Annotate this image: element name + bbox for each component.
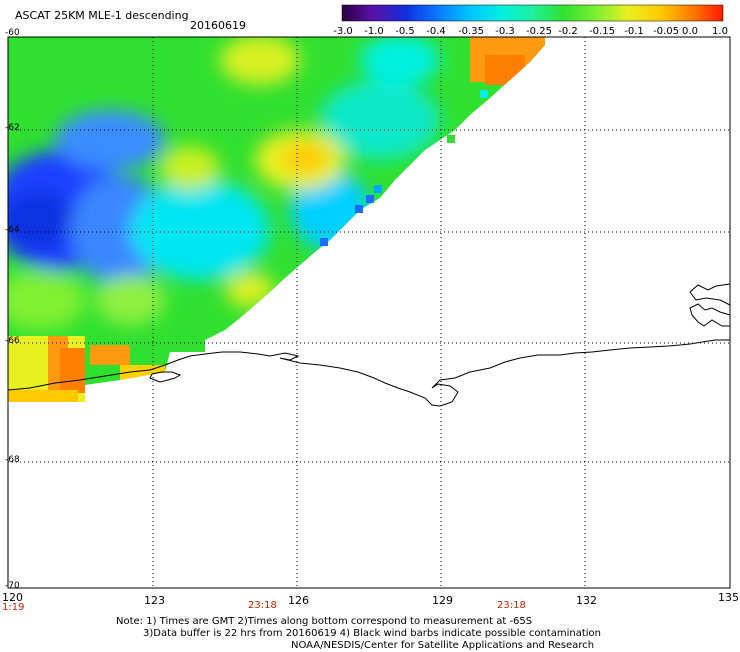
map-frame	[7, 36, 731, 589]
colorbar-label: -0.15	[589, 26, 615, 37]
swath-field	[8, 37, 545, 402]
colorbar	[341, 4, 724, 22]
colorbar-label: 1.0	[712, 26, 728, 37]
colorbar-label: -0.4	[426, 26, 446, 37]
footnote-line-1: Note: 1) Times are GMT 2)Times along bot…	[116, 616, 533, 627]
lat-label: -70	[5, 581, 20, 591]
lat-label: -66	[5, 336, 20, 346]
footnote-line-2: 3)Data buffer is 22 hrs from 20160619 4)…	[143, 628, 601, 639]
lon-label: 126	[288, 594, 309, 607]
lat-label: -60	[5, 28, 20, 38]
pass-time: 1:19	[2, 602, 25, 613]
colorbar-label: -0.35	[458, 26, 484, 37]
pass-time: 23:18	[248, 600, 277, 611]
lon-label: 135	[718, 591, 739, 604]
colorbar-label: -0.3	[495, 26, 515, 37]
lat-label: -62	[5, 123, 20, 133]
lat-label: -64	[5, 225, 20, 235]
colorbar-label: -3.0	[333, 26, 353, 37]
colorbar-label: -0.1	[624, 26, 644, 37]
colorbar-label: 0.0	[682, 26, 698, 37]
coastline	[7, 283, 731, 407]
colorbar-label: -0.05	[653, 26, 679, 37]
lat-label: -68	[5, 455, 20, 465]
footnote-line-3: NOAA/NESDIS/Center for Satellite Applica…	[291, 640, 595, 651]
colorbar-label: -0.2	[558, 26, 578, 37]
lon-label: 123	[144, 594, 165, 607]
lon-label: 132	[576, 594, 597, 607]
date-label: 20160619	[190, 19, 246, 32]
colorbar-label: -1.0	[364, 26, 384, 37]
lon-label: 129	[432, 594, 453, 607]
colorbar-label: -0.25	[526, 26, 552, 37]
product-title: ASCAT 25KM MLE-1 descending	[15, 9, 189, 22]
graticule	[8, 37, 730, 588]
swath-edge-pixels	[320, 90, 488, 246]
pass-time: 23:18	[497, 600, 526, 611]
lon-label: 120	[2, 591, 23, 604]
colorbar-label: -0.5	[395, 26, 415, 37]
